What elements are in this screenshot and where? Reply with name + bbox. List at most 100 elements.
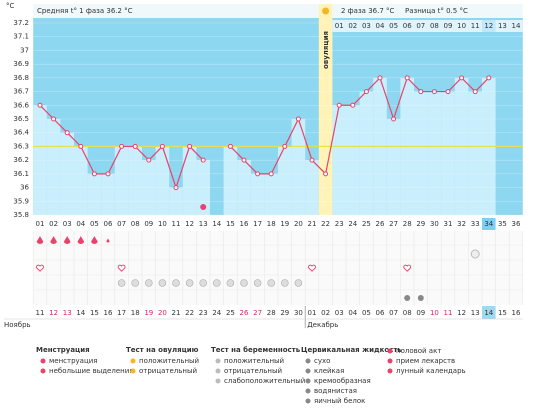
legend-item: сухо xyxy=(314,357,330,365)
date-label: 21 xyxy=(172,309,181,317)
date-label: 12 xyxy=(49,309,58,317)
legend-item: небольшие выделения xyxy=(49,367,134,375)
legend-item: отрицательный xyxy=(224,367,282,375)
medication-icon xyxy=(117,279,126,287)
temperature-point xyxy=(105,171,111,177)
phase2-day-label: 07 xyxy=(416,22,425,30)
phase2-day-label: 10 xyxy=(457,22,466,30)
cycle-day-label: 05 xyxy=(90,220,99,228)
icons xyxy=(36,7,480,301)
temperature-column xyxy=(46,119,61,215)
cycle-day-label: 09 xyxy=(144,220,153,228)
phase2-day-label: 14 xyxy=(512,22,521,30)
medication-icon xyxy=(213,279,221,287)
date-label: 24 xyxy=(212,309,221,317)
phase2-day-label: 01 xyxy=(335,22,344,30)
legend-item: лунный календарь xyxy=(396,367,466,375)
temperature-point xyxy=(459,75,465,81)
cycle-day-label: 24 xyxy=(348,220,357,228)
temperature-point xyxy=(377,75,383,81)
legend-item: положительный xyxy=(139,357,199,365)
temperature-point xyxy=(78,143,84,149)
cycle-day-label: 34 xyxy=(484,220,493,228)
cycle-day-label: 23 xyxy=(335,220,344,228)
legend-item: отрицательный xyxy=(139,367,197,375)
temperature-point xyxy=(255,171,261,177)
cycle-day-label: 21 xyxy=(308,220,317,228)
date-label: 15 xyxy=(498,309,507,317)
y-tick-label: 37.2 xyxy=(13,19,29,27)
temperature-point xyxy=(64,130,70,136)
temperature-column xyxy=(74,146,88,215)
temperature-point xyxy=(295,116,301,122)
temperature-column xyxy=(223,146,238,215)
phase2-day-label: 08 xyxy=(430,22,439,30)
medication-icon xyxy=(226,279,235,287)
temperature-column xyxy=(441,91,455,215)
date-label: 19 xyxy=(144,309,153,317)
temperature-point xyxy=(146,157,152,163)
temperature-point xyxy=(404,75,410,81)
temperature-column xyxy=(142,160,156,215)
temperature-column xyxy=(60,132,74,215)
y-tick-label: 36.2 xyxy=(13,156,29,164)
phase2-day-label: 13 xyxy=(498,22,507,30)
temperature-column xyxy=(237,160,251,215)
legend-item: положительный xyxy=(224,357,284,365)
temperature-column xyxy=(427,91,442,215)
cycle-day-label: 26 xyxy=(376,220,385,228)
temperature-point xyxy=(472,89,478,95)
legend-icon xyxy=(130,368,136,374)
temperature-column xyxy=(182,146,197,215)
temperature-point xyxy=(431,89,437,95)
phase2-row xyxy=(332,20,523,32)
date-label: 10 xyxy=(430,309,439,317)
cycle-day-label: 16 xyxy=(240,220,249,228)
date-label: 07 xyxy=(389,309,398,317)
y-tick-label: 36.3 xyxy=(13,142,29,150)
temperature-column xyxy=(101,173,115,215)
date-label: 23 xyxy=(199,309,208,317)
date-label: 03 xyxy=(335,309,344,317)
legend-item: клейкая xyxy=(314,367,344,375)
cycle-day-label: 32 xyxy=(457,220,466,228)
cycle-day-label: 20 xyxy=(294,220,303,228)
sun-icon xyxy=(322,7,330,15)
legend-icon xyxy=(305,398,311,404)
cycle-day-label: 04 xyxy=(76,220,85,228)
temperature-point xyxy=(282,143,288,149)
temperature-column xyxy=(278,146,292,215)
date-label: 02 xyxy=(321,309,330,317)
date-label: 16 xyxy=(512,309,521,317)
legend-icon xyxy=(305,358,311,364)
today-day-box xyxy=(482,218,496,230)
test-icon xyxy=(470,249,480,259)
cycle-day-label: 17 xyxy=(253,220,262,228)
cycle-day-label: 33 xyxy=(471,220,480,228)
legend-item: кремообразная xyxy=(314,377,371,385)
temperature-point xyxy=(227,143,233,149)
legend-icon xyxy=(40,358,46,364)
temperature-point xyxy=(486,75,492,81)
y-tick-label: 36 xyxy=(20,184,29,192)
date-label: 25 xyxy=(226,309,235,317)
temperature-point xyxy=(445,89,451,95)
medication-icon xyxy=(158,279,167,287)
medication-icon xyxy=(253,279,262,287)
legend-item: яичный белок xyxy=(314,397,365,405)
temperature-point xyxy=(350,102,356,108)
date-label: 15 xyxy=(90,309,99,317)
legend: Менструация менструация небольшие выделени… xyxy=(36,346,466,405)
y-tick-label: 36.5 xyxy=(13,115,29,123)
fluid-icon xyxy=(404,295,411,301)
cycle-day-label: 06 xyxy=(104,220,113,228)
date-label: 09 xyxy=(416,309,425,317)
temperature-column xyxy=(291,119,306,215)
y-unit: °C xyxy=(6,2,15,10)
today-date-box xyxy=(482,306,496,319)
temperature-column xyxy=(264,173,278,215)
legend-item: водянистая xyxy=(314,387,357,395)
date-label: 11 xyxy=(36,309,45,317)
temperature-column xyxy=(155,146,170,215)
